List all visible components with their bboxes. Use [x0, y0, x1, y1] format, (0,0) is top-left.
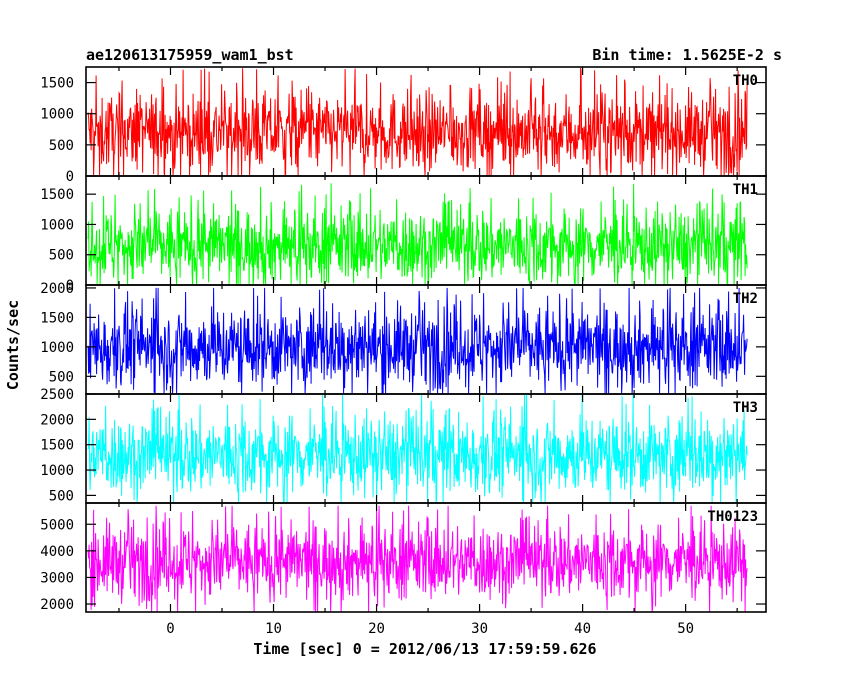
y-tick-label: 500 — [49, 138, 74, 154]
series-th2-line — [87, 287, 748, 394]
y-tick-label: 1000 — [40, 217, 74, 233]
x-axis-label: Time [sec] 0 = 2012/06/13 17:59:59.626 — [253, 640, 596, 658]
panel-label-th0: TH0 — [733, 73, 758, 89]
x-tick-label: 40 — [574, 621, 591, 637]
y-tick-label: 1500 — [40, 310, 74, 326]
y-tick-label: 2000 — [40, 281, 74, 297]
y-tick-label: 1000 — [40, 107, 74, 123]
y-tick-label: 0 — [66, 169, 74, 185]
y-tick-label: 500 — [49, 369, 74, 385]
panel-th3: 500 1000 1500 2000 2500 TH3 — [40, 387, 767, 504]
series-th0-line — [87, 67, 748, 176]
series-th3-line — [87, 394, 748, 503]
y-tick-label: 1500 — [40, 438, 74, 454]
x-tick-label: 30 — [471, 621, 488, 637]
panel-label-th0123: TH0123 — [707, 509, 758, 525]
y-tick-label: 2000 — [40, 412, 74, 428]
y-tick-label: 3000 — [40, 570, 74, 586]
panel-th2: 500 1000 1500 2000 TH2 — [40, 281, 767, 395]
panel-th0123: 2000 3000 4000 5000 TH0123 0 10 20 30 40 50 — [40, 502, 767, 637]
y-tick-label: 2000 — [40, 597, 74, 613]
x-tick-label: 50 — [677, 621, 694, 637]
y-tick-label: 1500 — [40, 187, 74, 203]
panel-frame — [85, 502, 767, 613]
panel-th1: 0 500 1000 1500 TH1 — [40, 175, 767, 294]
panel-label-th2: TH2 — [733, 291, 758, 307]
x-tick-label: 0 — [166, 621, 174, 637]
y-tick-label: 0 — [66, 278, 74, 294]
chart-title: ae120613175959_wam1_bst — [86, 46, 294, 64]
series-th0123-line — [87, 505, 748, 612]
y-tick-label: 1000 — [40, 463, 74, 479]
y-tick-label: 1500 — [40, 76, 74, 92]
y-tick-label: 5000 — [40, 517, 74, 533]
panel-label-th3: TH3 — [733, 400, 758, 416]
x-tick-label: 20 — [368, 621, 385, 637]
panel-label-th1: TH1 — [733, 182, 758, 198]
y-tick-label: 500 — [49, 248, 74, 264]
x-tick-label: 10 — [265, 621, 282, 637]
y-tick-label: 4000 — [40, 544, 74, 560]
y-tick-label: 500 — [49, 488, 74, 504]
series-th1-line — [87, 183, 748, 285]
y-tick-label: 2500 — [40, 387, 74, 403]
bin-time-label: Bin time: 1.5625E-2 s — [592, 46, 782, 64]
panel-th0: 0 500 1000 1500 TH0 — [40, 66, 767, 185]
y-axis-label: Counts/sec — [4, 300, 22, 390]
y-tick-label: 1000 — [40, 340, 74, 356]
